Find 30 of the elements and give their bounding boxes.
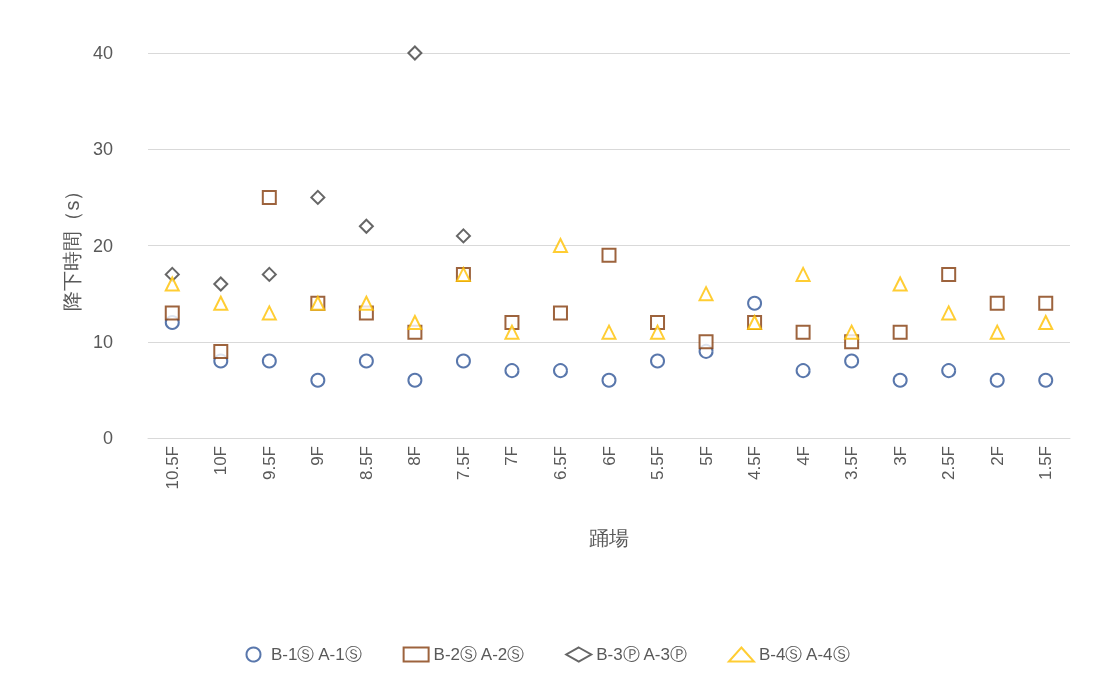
x-tick-label: 7F xyxy=(502,446,522,466)
x-tick-label: 9.5F xyxy=(259,446,279,481)
x-tick-label: 3F xyxy=(890,446,910,466)
x-tick-label: 3.5F xyxy=(842,446,862,481)
y-tick-label: 40 xyxy=(92,43,113,63)
x-tick-label: 1.5F xyxy=(1036,446,1056,481)
x-tick-label: 6.5F xyxy=(550,446,570,481)
x-tick-label: 10.5F xyxy=(162,446,182,490)
x-tick-label: 10F xyxy=(211,446,231,476)
y-axis-title: 降下時間（s） xyxy=(61,180,84,311)
x-tick-label: 2F xyxy=(987,446,1007,466)
y-tick-label: 0 xyxy=(102,428,113,448)
legend-label: B-3Ⓟ A-3Ⓟ xyxy=(596,645,687,664)
x-tick-label: 4F xyxy=(793,446,813,466)
x-tick-label: 2.5F xyxy=(939,446,959,481)
y-tick-label: 10 xyxy=(92,331,113,352)
y-tick-label: 20 xyxy=(92,235,113,256)
y-tick-label: 30 xyxy=(92,139,113,160)
x-tick-label: 5F xyxy=(696,446,716,466)
legend-label: B-1Ⓢ A-1Ⓢ xyxy=(270,645,362,664)
x-axis-title: 踊場 xyxy=(589,527,629,549)
legend-label: B-4Ⓢ A-4Ⓢ xyxy=(758,645,850,664)
legend-label: B-2Ⓢ A-2Ⓢ xyxy=(433,645,525,664)
x-tick-label: 8.5F xyxy=(356,446,376,481)
x-tick-label: 8F xyxy=(405,446,425,466)
x-tick-label: 5.5F xyxy=(648,446,668,481)
x-tick-label: 6F xyxy=(599,446,619,466)
x-tick-label: 9F xyxy=(308,446,328,466)
x-tick-label: 7.5F xyxy=(453,446,473,481)
x-tick-label: 4.5F xyxy=(745,446,765,481)
